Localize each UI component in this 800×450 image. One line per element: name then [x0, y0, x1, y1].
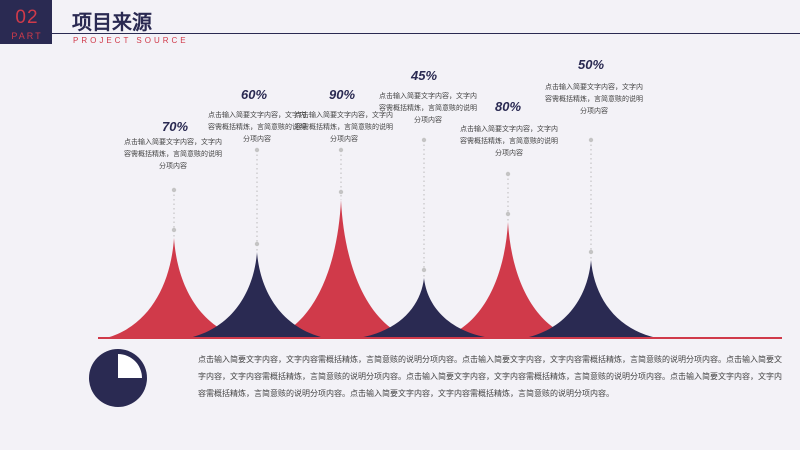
peak-1-percent: 70%: [161, 119, 189, 134]
peak-4-percent: 45%: [410, 68, 438, 83]
peak-2-dot-2: [254, 241, 260, 247]
peak-5-percent: 80%: [494, 99, 522, 114]
page-title: 项目来源: [72, 10, 152, 34]
peak-3-percent: 90%: [328, 87, 356, 102]
peak-6-dot-2: [588, 249, 594, 255]
peak-6-shape: [525, 260, 657, 338]
section-number-box: [0, 0, 52, 44]
body-paragraph: 点击输入简要文字内容，文字内容需概括精炼，言简意赅的说明分项内容。点击输入简要文…: [198, 355, 782, 398]
peak-5-dot-2: [505, 211, 511, 217]
peak-2-desc: 点击输入简要文字内容，文字内容需概括精炼，言简意赅的说明分项内容: [208, 111, 306, 143]
peak-5-shape: [442, 222, 574, 338]
peak-4-dot-2: [421, 267, 427, 273]
peak-5-dot-1: [505, 171, 511, 177]
header-divider: [52, 33, 800, 34]
peak-4-shape: [358, 278, 490, 338]
peak-3-dot-2: [338, 189, 344, 195]
peak-3-dot-1: [338, 147, 344, 153]
pie-clock-icon: [89, 349, 147, 407]
peak-3-shape: [273, 200, 409, 338]
peak-1-dot-2: [171, 227, 177, 233]
peak-6-dot-1: [588, 137, 594, 143]
peak-2-percent: 60%: [240, 87, 268, 102]
peak-4-dot-1: [421, 137, 427, 143]
peak-6-percent: 50%: [577, 57, 605, 72]
peak-6-desc: 点击输入简要文字内容，文字内容需概括精炼，言简意赅的说明分项内容: [545, 83, 643, 115]
section-number: 02: [15, 7, 39, 28]
peak-4-desc: 点击输入简要文字内容，文字内容需概括精炼，言简意赅的说明分项内容: [379, 92, 477, 124]
peak-2-dot-1: [254, 147, 260, 153]
section-part-label: PART: [11, 31, 43, 41]
peak-2-shape: [189, 252, 325, 338]
peaks-group: [106, 137, 657, 338]
peak-3-desc: 点击输入简要文字内容，文字内容需概括精炼，言简意赅的说明分项内容: [295, 111, 393, 143]
peak-5-desc: 点击输入简要文字内容，文字内容需概括精炼，言简意赅的说明分项内容: [460, 125, 558, 157]
peak-1-shape: [106, 238, 242, 338]
peak-1-dot-1: [171, 187, 177, 193]
page-subtitle: PROJECT SOURCE: [73, 36, 189, 45]
peak-1-desc: 点击输入简要文字内容，文字内容需概括精炼，言简意赅的说明分项内容: [124, 138, 222, 170]
